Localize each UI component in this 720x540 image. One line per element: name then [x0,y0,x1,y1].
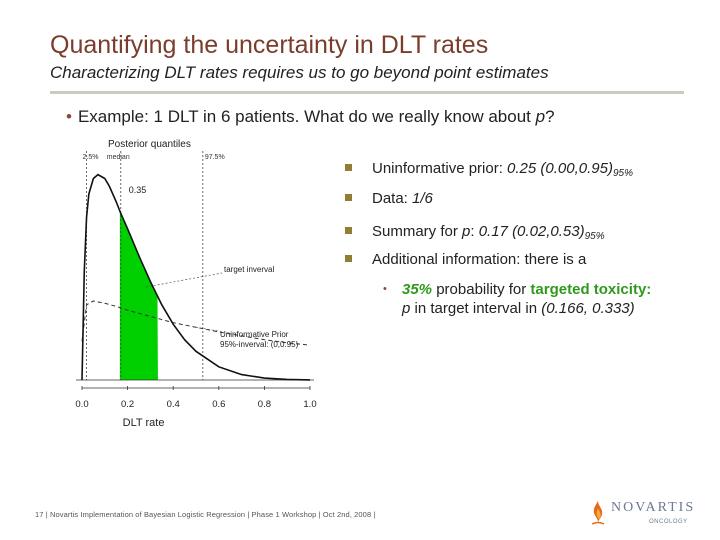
x-tick-label: 0.8 [258,399,271,410]
x-axis-label: DLT rate [123,417,165,429]
dlt-chart: Posterior quantiles 2.5% median 97.5% 0.35 ta… [75,139,316,429]
sub-bullet-dot: • [383,283,387,295]
quantile-label: median [107,154,130,161]
x-tick-label: 0.2 [121,399,134,410]
logo-division: ONCOLOGY [649,519,688,525]
bullet-label-2: : [470,223,479,240]
bullet-sub: 95% [612,168,633,179]
x-tick-label: 0.6 [212,399,225,410]
bullet-value: 0.17 (0.02,0.53) [478,223,585,240]
pct-value: 35% [402,281,433,298]
quantile-label: 97.5% [205,154,225,161]
prior-curve [81,300,311,346]
x-tick-label: 1.0 [303,399,316,410]
novartis-logo: NOVARTIS ONCOLOGY [583,497,703,531]
page-title: Quantifying the uncertainty in DLT rates [50,31,489,59]
example-text: Example: 1 DLT in 6 patients. What do we… [77,107,536,126]
bullet-square [345,164,352,171]
interval-text: (0.166, 0.333) [541,300,635,317]
target-interval-area [119,211,158,380]
targeted-text: targeted toxicity: [530,281,652,298]
bullet-var: p [462,223,471,240]
sub-text-1: probability for [432,281,531,298]
median-value-label: 0.35 [129,185,147,195]
bullet-value: 1/6 [412,190,433,207]
chart-title: Posterior quantiles [108,139,191,150]
annotation-target: target inverval [224,265,274,274]
bullet-label: Data: [372,190,413,207]
bullet-square [345,194,352,201]
x-tick-label: 0.4 [167,399,180,410]
bullet-dot: • [66,107,72,126]
example-line: • Example: 1 DLT in 6 patients. What do w… [66,107,555,127]
bullet-square [345,255,352,262]
sub-text-2: in target interval in [410,300,542,317]
title-divider [50,91,684,94]
annotation-prior-interval: 95%-inverval: (0,0.95) [220,340,299,349]
annotation-prior: Uninformative Prior [220,330,289,339]
bullet-square [345,227,352,234]
flame-icon [591,501,605,525]
page-subtitle: Characterizing DLT rates requires us to … [50,63,549,82]
posterior-curve [81,173,311,381]
logo-wordmark: NOVARTIS [611,500,696,515]
example-var: p [535,107,546,126]
annotation-pointer [145,272,223,288]
quantile-label: 2.5% [83,154,99,161]
footer-text: 17 | Novartis Implementation of Bayesian… [35,510,376,519]
bullet-label: Additional information: there is a [372,251,587,268]
example-end: ? [545,107,555,126]
bullet-sub: 95% [584,231,605,242]
bullet-label: Summary for [372,223,463,240]
bullet-value: 0.25 (0.00,0.95) [507,160,613,177]
bullet-label: Uninformative prior: [372,160,508,177]
sub-var: p [402,300,411,317]
x-tick-label: 0.0 [75,399,88,410]
